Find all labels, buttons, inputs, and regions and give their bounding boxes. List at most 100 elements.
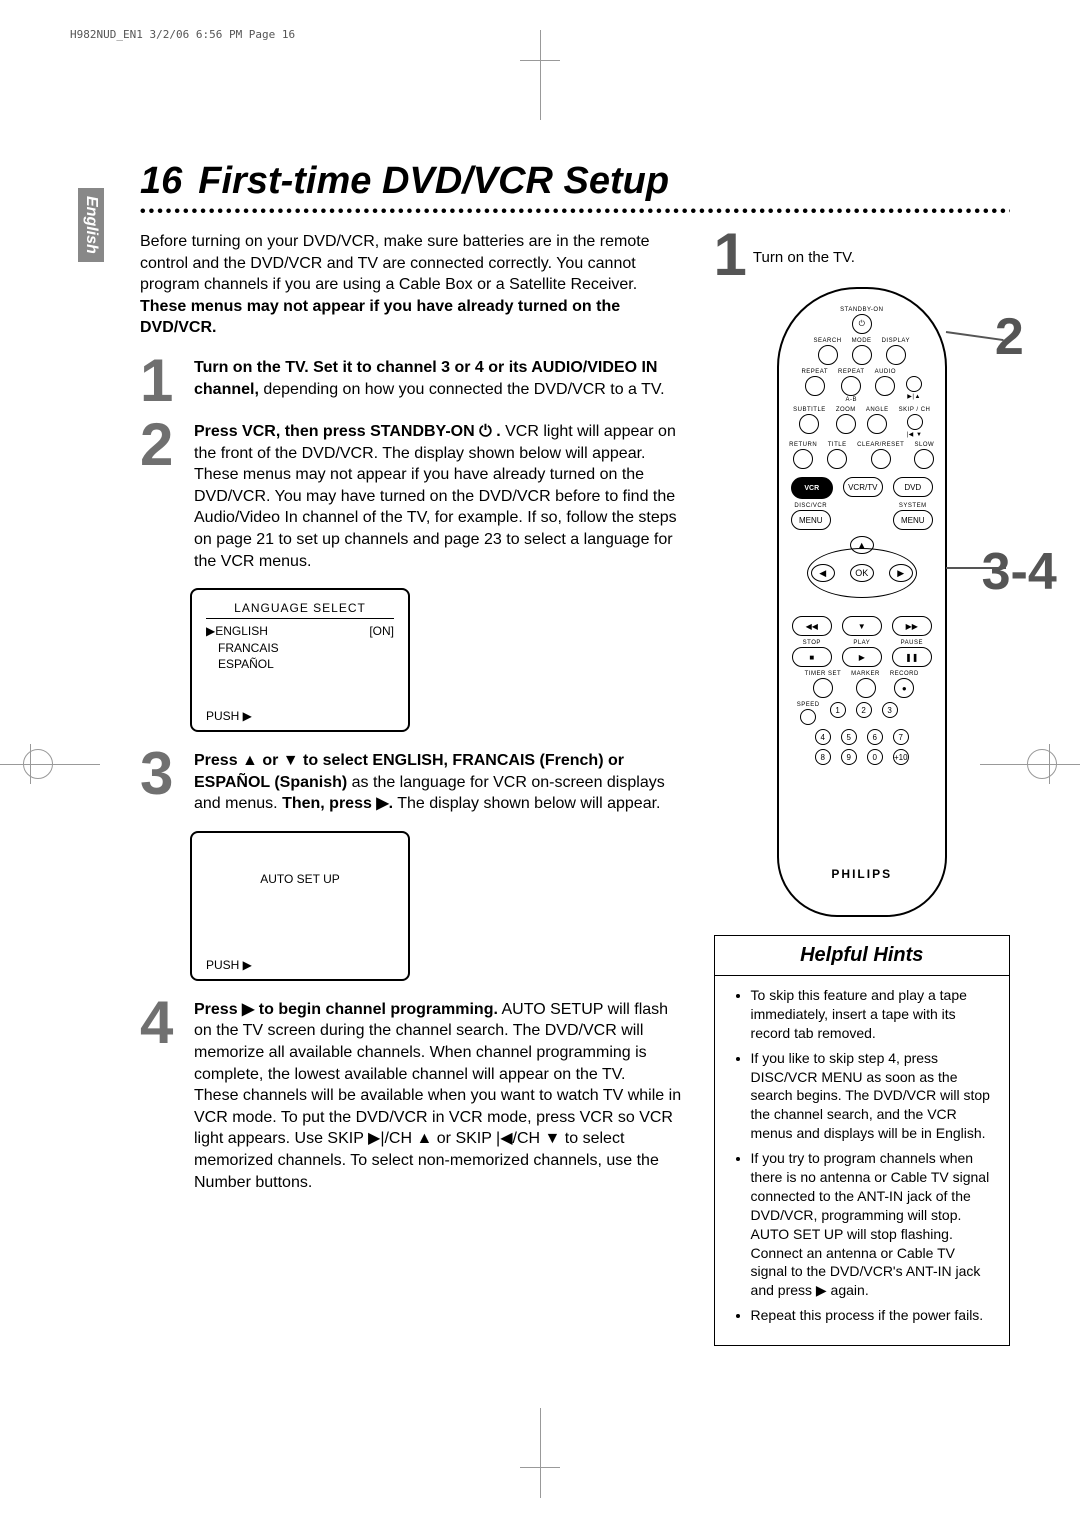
rc-btn (813, 678, 833, 698)
rc-num: 0 (867, 749, 883, 765)
rc-btn (856, 678, 876, 698)
rc-lbl: MARKER (851, 671, 880, 677)
rc-num: 7 (893, 729, 909, 745)
osd-title: LANGUAGE SELECT (206, 600, 394, 619)
rc-skip-fwd (906, 376, 922, 392)
callout-3-4: 3-4 (982, 542, 1057, 602)
rc-btn (886, 345, 906, 365)
osd-opt-francais: FRANCAIS (206, 640, 394, 656)
step-2-rest2: These menus may not appear if you have a… (194, 464, 684, 572)
rc-menu-btn: MENU (893, 510, 933, 530)
hint-item: Repeat this process if the power fails. (751, 1306, 995, 1325)
step-number-1: 1 (140, 357, 184, 405)
rc-right: ▶ (889, 564, 913, 582)
rc-lbl: PAUSE (901, 640, 923, 646)
rc-num: 3 (882, 702, 898, 718)
rc-dpad: ▲ OK ◀ ▶ (807, 538, 917, 608)
osd-opt-english: ▶ENGLISH (206, 623, 268, 639)
rc-lbl: SPEED (797, 702, 820, 708)
page-number: 16 (140, 160, 182, 203)
step-4-rest2: These channels will be available when yo… (194, 1085, 684, 1193)
rc-lbl: SUBTITLE (793, 407, 826, 413)
rc-stop: ■ (792, 647, 832, 667)
rc-rew: ◀◀ (792, 616, 832, 636)
step-4-lead: Press ▶ to begin channel programming. (194, 1001, 498, 1018)
step-1-rest: depending on how you connected the DVD/V… (259, 381, 665, 398)
rc-lbl: ▶|▲ (907, 393, 921, 400)
rc-lbl: REPEAT (801, 369, 828, 375)
remote-diagram: 2 3-4 STANDBY-ON⏻ SEARCH MODE DISPLAY RE… (762, 287, 962, 917)
rc-btn (805, 376, 825, 396)
rc-brand: PHILIPS (831, 867, 892, 881)
step-number-4: 4 (140, 999, 184, 1193)
rc-vcrtv-btn: VCR/TV (843, 477, 883, 497)
rc-btn (914, 449, 934, 469)
rc-lbl: TIMER SET (805, 671, 842, 677)
rc-num: 4 (815, 729, 831, 745)
rc-btn (818, 345, 838, 365)
rc-lbl: ANGLE (866, 407, 889, 413)
rc-lbl: AUDIO (875, 369, 897, 375)
rc-lbl: STOP (803, 640, 821, 646)
rc-standby-btn: ⏻ (852, 314, 872, 334)
rc-btn (793, 449, 813, 469)
rc-lbl: ZOOM (836, 407, 856, 413)
step-2-lead: Press VCR, then press STANDBY-ON ⏻ . (194, 423, 501, 440)
rc-lbl: MODE (852, 338, 872, 344)
rc-num: 8 (815, 749, 831, 765)
intro-note: These menus may not appear if you have a… (140, 296, 684, 339)
hints-title: Helpful Hints (715, 936, 1009, 976)
rc-lbl: RECORD (890, 671, 919, 677)
rc-lbl: REPEAT (838, 369, 865, 375)
rc-rec: ● (894, 678, 914, 698)
step-number-3: 3 (140, 750, 184, 815)
osd-opt-state: [ON] (369, 623, 394, 639)
callout-1: 1 (714, 231, 747, 279)
step-number-2: 2 (140, 421, 184, 572)
osd-language-select: LANGUAGE SELECT ▶ENGLISH[ON] FRANCAIS ES… (190, 588, 410, 732)
rc-num: 2 (856, 702, 872, 718)
rc-lbl: A-B (846, 397, 858, 403)
rc-btn (827, 449, 847, 469)
dotted-rule: ••••••••••••••••••••••••••••••••••••••••… (140, 203, 1010, 221)
rc-lbl: PLAY (853, 640, 870, 646)
rc-lbl: TITLE (828, 442, 847, 448)
rc-ok: OK (850, 564, 874, 582)
hint-item: If you like to skip step 4, press DISC/V… (751, 1049, 995, 1143)
page-title: First-time DVD/VCR Setup (198, 160, 669, 203)
crop-mark (540, 30, 541, 120)
language-tab: English (78, 188, 104, 262)
rc-num: +10 (893, 749, 909, 765)
osd-auto-push: PUSH ▶ (206, 957, 394, 973)
rc-lbl: |◀ ▼ (907, 431, 923, 438)
step-3-rest2: The display shown below will appear. (393, 795, 660, 812)
rc-btn (799, 414, 819, 434)
rc-btn (871, 449, 891, 469)
osd-auto-setup: AUTO SET UP PUSH ▶ (190, 831, 410, 981)
rc-skip-back (907, 414, 923, 430)
rc-play: ▶ (842, 647, 882, 667)
rc-num: 5 (841, 729, 857, 745)
crop-mark (540, 1408, 541, 1498)
rc-lbl: CLEAR/RESET (857, 442, 904, 448)
callout-line (946, 567, 1006, 569)
rc-btn (836, 414, 856, 434)
rc-standby-label: STANDBY-ON (840, 307, 883, 313)
rc-num: 1 (830, 702, 846, 718)
rc-lbl: DISPLAY (882, 338, 910, 344)
rc-vcr-btn: VCR (791, 477, 833, 499)
rc-lbl: DISC/VCR (794, 503, 827, 509)
rc-down: ▼ (842, 616, 882, 636)
callout-1-text: Turn on the TV. (753, 249, 855, 266)
rc-lbl: SKIP / CH (899, 407, 931, 413)
osd-push: PUSH ▶ (206, 708, 394, 724)
hint-item: To skip this feature and play a tape imm… (751, 986, 995, 1043)
rc-lbl: SYSTEM (899, 503, 927, 509)
crop-circle (1027, 749, 1057, 779)
rc-lbl: SLOW (915, 442, 935, 448)
rc-menu-btn: MENU (791, 510, 831, 530)
rc-lbl: SEARCH (814, 338, 842, 344)
callout-2: 2 (995, 307, 1024, 367)
rc-btn (875, 376, 895, 396)
rc-btn (852, 345, 872, 365)
